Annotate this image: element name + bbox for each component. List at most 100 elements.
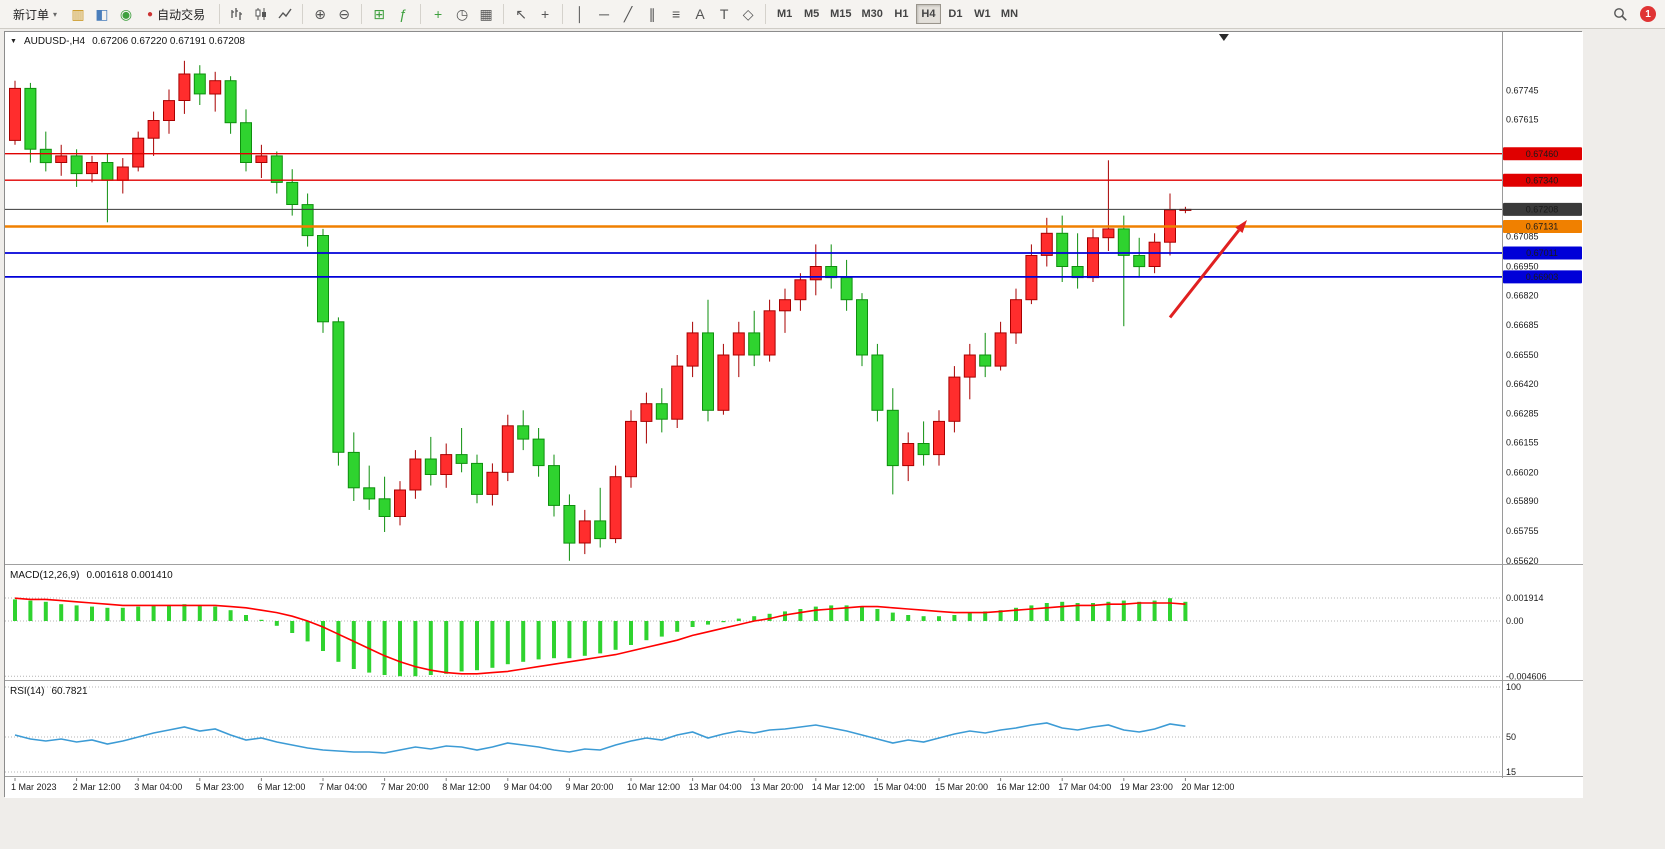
dropdown-arrow-icon: ▾ <box>53 9 58 19</box>
svg-text:8 Mar 12:00: 8 Mar 12:00 <box>442 782 490 792</box>
svg-text:0.65890: 0.65890 <box>1506 496 1539 506</box>
auto-trading-button[interactable]: ● 自动交易 <box>139 2 213 27</box>
svg-text:0.66285: 0.66285 <box>1506 409 1539 419</box>
toolbar-separator <box>765 4 767 24</box>
new-order-button[interactable]: 新订单 ▾ <box>5 2 65 27</box>
vertical-line-tool-icon[interactable]: │ <box>575 6 585 22</box>
timeframe-m30-button[interactable]: M30 <box>858 4 887 24</box>
svg-text:0.67085: 0.67085 <box>1506 232 1539 242</box>
timeframe-w1-button[interactable]: W1 <box>970 4 995 24</box>
zoom-in-icon[interactable]: ⊕ <box>314 5 326 22</box>
svg-text:100: 100 <box>1506 682 1521 692</box>
toolbar-separator <box>420 4 422 24</box>
svg-text:20 Mar 12:00: 20 Mar 12:00 <box>1181 782 1234 792</box>
toolbar-separator <box>219 4 221 24</box>
svg-text:7 Mar 04:00: 7 Mar 04:00 <box>319 782 367 792</box>
svg-text:0.65755: 0.65755 <box>1506 526 1539 536</box>
accounts-icon[interactable]: ▥ <box>71 5 85 22</box>
rsi-indicator-label: RSI(14) <box>10 686 45 697</box>
svg-text:9 Mar 20:00: 9 Mar 20:00 <box>565 782 613 792</box>
svg-text:1 Mar 2023: 1 Mar 2023 <box>11 782 57 792</box>
chart-ohlc-values: 0.67206 0.67220 0.67191 0.67208 <box>92 36 245 47</box>
templates-icon[interactable]: ▦ <box>479 5 493 22</box>
chart-window: 0.001914 0.00 -0.004606 100 50 15 0.67745 0.676… <box>4 31 1583 798</box>
main-toolbar: 新订单 ▾ ▥ ◧ ◉ ● 自动交易 ⊕ ⊖ ⊞ ƒ + ◷ ▦ ↖ + │ ─… <box>0 0 1665 29</box>
macd-title-bar: MACD(12,26,9) 0.001618 0.001410 <box>10 570 173 581</box>
crosshair-icon[interactable]: + <box>541 6 550 22</box>
svg-text:19 Mar 23:00: 19 Mar 23:00 <box>1120 782 1173 792</box>
timeframe-h4-button[interactable]: H4 <box>915 4 941 24</box>
svg-text:-0.004606: -0.004606 <box>1506 671 1547 681</box>
chart-symbol-period: AUDUSD-,H4 <box>23 36 86 47</box>
svg-text:0.66903: 0.66903 <box>1526 272 1559 282</box>
shapes-tool-icon[interactable]: ◇ <box>742 5 754 22</box>
toolbar-separator <box>503 4 505 24</box>
svg-text:0.66550: 0.66550 <box>1506 350 1539 360</box>
rsi-indicator-value: 60.7821 <box>51 686 88 697</box>
svg-text:17 Mar 04:00: 17 Mar 04:00 <box>1058 782 1111 792</box>
horizontal-line-tool-icon[interactable]: ─ <box>599 6 610 22</box>
candlestick-mode-icon[interactable] <box>250 3 272 25</box>
zoom-out-icon[interactable]: ⊖ <box>338 5 350 22</box>
tile-windows-icon[interactable]: ⊞ <box>373 5 385 22</box>
one-click-trading-toggle[interactable]: ▼ <box>10 38 17 45</box>
svg-text:0.67340: 0.67340 <box>1526 175 1559 185</box>
svg-text:0.66155: 0.66155 <box>1506 437 1539 447</box>
search-icon[interactable] <box>1609 3 1631 25</box>
macd-indicator-values: 0.001618 0.001410 <box>86 570 173 581</box>
timeframe-m15-button[interactable]: M15 <box>826 4 855 24</box>
svg-text:14 Mar 12:00: 14 Mar 12:00 <box>812 782 865 792</box>
timeframe-d1-button[interactable]: D1 <box>943 4 968 24</box>
svg-text:0.66420: 0.66420 <box>1506 379 1539 389</box>
indicators-icon[interactable]: ƒ <box>399 6 407 22</box>
timeframe-m5-button[interactable]: M5 <box>799 4 824 24</box>
svg-text:5 Mar 23:00: 5 Mar 23:00 <box>196 782 244 792</box>
market-watch-icon[interactable]: ◧ <box>95 5 109 22</box>
new-order-label: 新订单 <box>13 7 50 22</box>
cursor-icon[interactable]: ↖ <box>515 5 527 22</box>
svg-text:3 Mar 04:00: 3 Mar 04:00 <box>134 782 182 792</box>
auto-trading-label: 自动交易 <box>157 7 206 22</box>
timeframe-h1-button[interactable]: H1 <box>889 4 914 24</box>
svg-text:0.67011: 0.67011 <box>1526 248 1558 258</box>
svg-text:10 Mar 12:00: 10 Mar 12:00 <box>627 782 680 792</box>
svg-text:15 Mar 04:00: 15 Mar 04:00 <box>873 782 926 792</box>
svg-text:7 Mar 20:00: 7 Mar 20:00 <box>381 782 429 792</box>
macd-indicator-label: MACD(12,26,9) <box>10 570 80 581</box>
text-tool-icon[interactable]: A <box>695 6 705 22</box>
svg-text:0.001914: 0.001914 <box>1506 593 1544 603</box>
line-chart-mode-icon[interactable] <box>274 3 296 25</box>
fibonacci-tool-icon[interactable]: ≡ <box>672 6 681 22</box>
new-chart-icon[interactable]: + <box>434 6 443 22</box>
bar-chart-mode-icon[interactable] <box>226 3 248 25</box>
label-tool-icon[interactable]: T <box>719 6 729 22</box>
community-icon[interactable]: ◉ <box>119 5 133 22</box>
svg-text:0.65620: 0.65620 <box>1506 556 1539 566</box>
svg-text:9 Mar 04:00: 9 Mar 04:00 <box>504 782 552 792</box>
toolbar-separator <box>302 4 304 24</box>
svg-text:0.66820: 0.66820 <box>1506 290 1539 300</box>
toolbar-separator <box>562 4 564 24</box>
svg-text:0.67208: 0.67208 <box>1526 205 1559 215</box>
periods-icon[interactable]: ◷ <box>455 5 469 22</box>
svg-text:0.66020: 0.66020 <box>1506 467 1539 477</box>
timeframe-m1-button[interactable]: M1 <box>772 4 797 24</box>
svg-text:15: 15 <box>1506 767 1516 777</box>
svg-text:16 Mar 12:00: 16 Mar 12:00 <box>997 782 1050 792</box>
channel-tool-icon[interactable]: ∥ <box>648 5 656 22</box>
svg-text:13 Mar 20:00: 13 Mar 20:00 <box>750 782 803 792</box>
notification-badge[interactable]: 1 <box>1640 6 1656 22</box>
trendline-tool-icon[interactable]: ╱ <box>623 5 633 22</box>
rsi-title-bar: RSI(14) 60.7821 <box>10 686 88 697</box>
svg-text:0.00: 0.00 <box>1506 616 1524 626</box>
toolbar-separator <box>361 4 363 24</box>
svg-text:0.67460: 0.67460 <box>1526 149 1559 159</box>
timeframe-mn-button[interactable]: MN <box>997 4 1022 24</box>
svg-text:6 Mar 12:00: 6 Mar 12:00 <box>257 782 305 792</box>
svg-text:15 Mar 20:00: 15 Mar 20:00 <box>935 782 988 792</box>
svg-text:0.66950: 0.66950 <box>1506 262 1539 272</box>
svg-text:0.67745: 0.67745 <box>1506 86 1539 96</box>
svg-text:0.67615: 0.67615 <box>1506 114 1539 124</box>
svg-text:0.66685: 0.66685 <box>1506 320 1539 330</box>
